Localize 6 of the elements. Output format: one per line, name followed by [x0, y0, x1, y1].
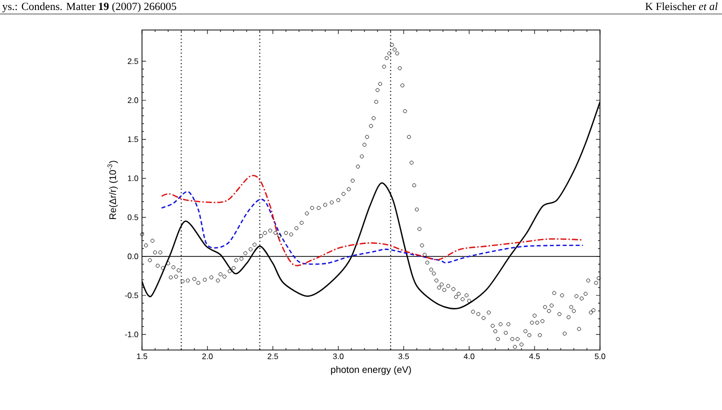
text: K Fleischer et al — [645, 2, 718, 10]
x-axis-title: photon energy (eV) — [331, 366, 411, 375]
text: ys.: Condens. Matter 19 (2007) 266005 — [2, 2, 176, 12]
line-series — [160, 190, 584, 265]
line-series — [160, 175, 584, 266]
y-axis-title: Re(Δr/r) (10$^{-3}$) — [108, 160, 118, 219]
